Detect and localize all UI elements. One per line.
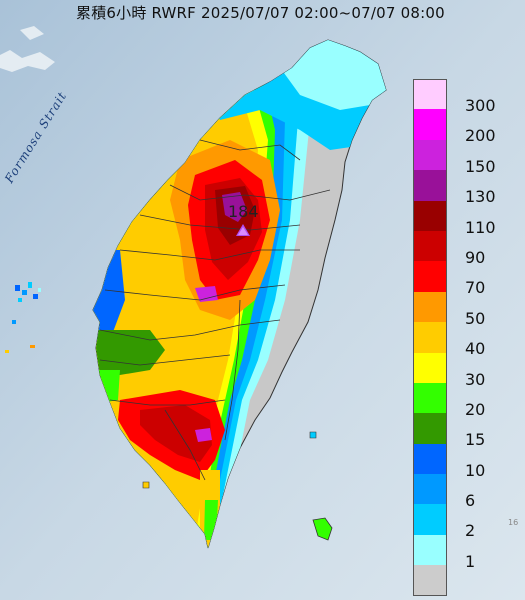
legend-swatch bbox=[413, 170, 447, 201]
legend-row: 90 bbox=[413, 230, 517, 267]
legend-swatch bbox=[413, 534, 447, 566]
legend-swatch bbox=[413, 139, 447, 171]
legend-label: 50 bbox=[465, 308, 486, 328]
legend-label: 30 bbox=[465, 369, 486, 389]
legend-swatch bbox=[413, 474, 447, 505]
legend-row: 15 bbox=[413, 413, 517, 449]
legend-label: 2 bbox=[465, 521, 476, 541]
legend-row: 200 bbox=[413, 109, 517, 145]
legend-swatch bbox=[413, 443, 447, 475]
legend-label: 40 bbox=[465, 339, 486, 359]
legend-row: 20 bbox=[413, 382, 517, 419]
legend-row: 110 bbox=[413, 200, 517, 237]
legend-row: 300 bbox=[413, 79, 517, 115]
legend-label: 110 bbox=[465, 217, 496, 237]
legend-swatch bbox=[413, 291, 447, 323]
legend-row: 40 bbox=[413, 322, 517, 358]
islet bbox=[309, 431, 317, 439]
legend-swatch bbox=[413, 352, 447, 383]
map-title: 累積6小時 RWRF 2025/07/07 02:00~07/07 08:00 bbox=[76, 4, 445, 22]
legend-row: 10 bbox=[413, 443, 517, 480]
penghu-rain bbox=[5, 282, 41, 353]
legend-row: 150 bbox=[413, 139, 517, 176]
legend-label: 300 bbox=[465, 96, 496, 115]
legend-label: 150 bbox=[465, 156, 496, 176]
legend-label: 130 bbox=[465, 187, 496, 207]
legend-label: 90 bbox=[465, 247, 486, 267]
legend-row: 50 bbox=[413, 291, 517, 328]
county-boundaries bbox=[99, 139, 331, 481]
legend-swatch bbox=[413, 261, 447, 292]
islet bbox=[142, 481, 150, 489]
islet bbox=[312, 517, 333, 541]
legend-swatch bbox=[413, 230, 447, 262]
rainfall-legend: 300 200 150 130 110 90 70 50 40 30 20 15… bbox=[413, 79, 517, 596]
legend-label: 15 bbox=[465, 430, 486, 450]
legend-swatch bbox=[413, 382, 447, 414]
legend-swatch bbox=[413, 200, 447, 231]
legend-row: 2 bbox=[413, 504, 517, 540]
legend-row bbox=[413, 565, 517, 596]
max-rainfall-value: 184 bbox=[228, 202, 259, 221]
legend-label: 20 bbox=[465, 399, 486, 419]
legend-row: 130 bbox=[413, 170, 517, 206]
max-location-triangle-icon bbox=[236, 224, 250, 236]
legend-swatch bbox=[413, 413, 447, 444]
legend-label: 1 bbox=[465, 551, 476, 571]
legend-row: 70 bbox=[413, 261, 517, 297]
legend-label: 6 bbox=[465, 491, 476, 511]
legend-row: 30 bbox=[413, 352, 517, 389]
coast-fragment bbox=[0, 50, 55, 72]
legend-label: 10 bbox=[465, 460, 486, 480]
corner-mark: 16 bbox=[508, 518, 519, 527]
legend-swatch bbox=[413, 322, 447, 353]
legend-swatch bbox=[413, 109, 447, 140]
legend-label: 200 bbox=[465, 126, 496, 146]
legend-swatch bbox=[413, 504, 447, 535]
legend-label: 70 bbox=[465, 278, 486, 298]
legend-swatch bbox=[413, 565, 447, 596]
legend-row: 1 bbox=[413, 534, 517, 571]
legend-row: 6 bbox=[413, 474, 517, 510]
legend-swatch bbox=[413, 79, 447, 110]
coast-fragment bbox=[20, 26, 44, 40]
